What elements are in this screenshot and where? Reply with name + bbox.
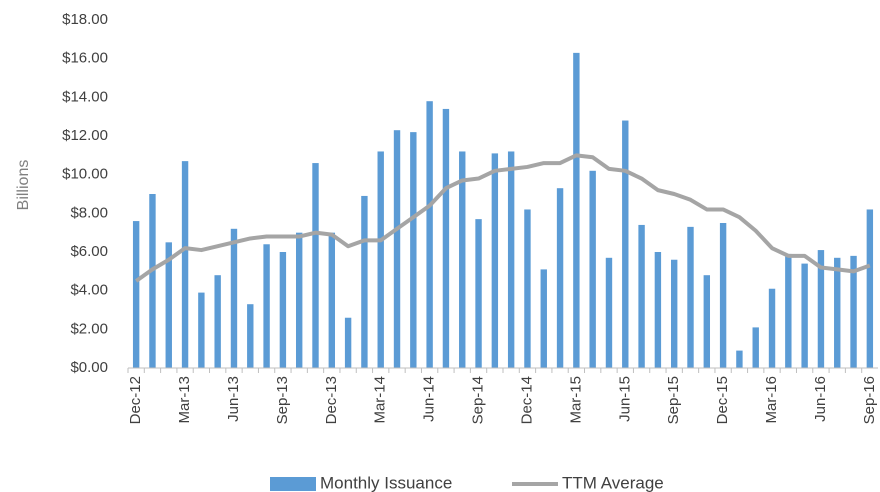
- bar: [817, 250, 825, 368]
- line: [134, 153, 871, 283]
- x-tick-label: Mar-14: [372, 376, 389, 424]
- legend-swatch: [270, 477, 316, 491]
- bar: [540, 269, 547, 368]
- bar: [638, 224, 645, 368]
- bar: [410, 132, 417, 368]
- bar: [556, 188, 564, 368]
- bar: [279, 252, 287, 368]
- bar: [165, 242, 172, 368]
- bar: [768, 288, 776, 368]
- y-tick-label: $16.00: [62, 50, 108, 67]
- bar: [198, 292, 205, 368]
- bar: [752, 327, 759, 368]
- bar: [785, 253, 792, 368]
- bar: [703, 275, 711, 368]
- x-tick-label: Sep-16: [861, 376, 878, 424]
- bar: [801, 263, 808, 368]
- x-tick-label: Dec-15: [714, 376, 731, 424]
- x-tick-label: Dec-12: [127, 376, 144, 424]
- x-tick-label: Mar-13: [176, 376, 193, 424]
- bar: [719, 223, 727, 368]
- x-tick-label: Jun-14: [421, 376, 438, 422]
- bar: [573, 52, 580, 368]
- bar: [312, 163, 319, 368]
- x-tick-label: Jun-13: [225, 376, 242, 422]
- bar: [491, 153, 499, 368]
- y-axis-label: Billions: [15, 160, 32, 211]
- bar: [230, 228, 238, 368]
- bar: [834, 257, 841, 368]
- y-tick-label: $2.00: [70, 320, 108, 337]
- x-tick-label: Jun-16: [812, 376, 829, 422]
- x-tick-label: Sep-14: [470, 376, 487, 424]
- bar: [263, 244, 270, 368]
- x-tick-label: Mar-16: [763, 376, 780, 424]
- bar: [247, 304, 254, 368]
- bar: [459, 151, 466, 368]
- bar: [507, 151, 515, 368]
- y-tick-label: $10.00: [62, 166, 108, 183]
- bar: [442, 108, 450, 368]
- legend-label: TTM Average: [562, 473, 664, 492]
- legend-label: Monthly Issuance: [320, 473, 452, 492]
- x-tick-label: Dec-13: [323, 376, 340, 424]
- x-tick-label: Sep-13: [274, 376, 291, 424]
- y-tick-label: $14.00: [62, 88, 108, 105]
- y-tick-label: $18.00: [62, 11, 108, 28]
- x-tick-label: Jun-15: [616, 376, 633, 422]
- bar: [214, 275, 221, 368]
- bar: [344, 317, 352, 368]
- bar: [132, 221, 140, 368]
- bar: [295, 232, 303, 368]
- bar: [622, 120, 629, 369]
- y-tick-label: $6.00: [70, 243, 108, 260]
- bar: [687, 226, 694, 368]
- bar: [149, 194, 156, 368]
- bar: [426, 101, 433, 368]
- bar: [393, 130, 401, 368]
- bar: [589, 170, 596, 368]
- bar: [181, 161, 189, 368]
- y-tick-label: $4.00: [70, 282, 108, 299]
- x-tick-label: Mar-15: [567, 376, 584, 424]
- y-tick-label: $12.00: [62, 127, 108, 144]
- y-tick-label: $0.00: [70, 359, 108, 376]
- y-tick-label: $8.00: [70, 204, 108, 221]
- bar: [361, 195, 368, 368]
- bar: [670, 259, 678, 368]
- bar: [605, 257, 613, 368]
- bar: [850, 255, 857, 368]
- x-tick-label: Dec-14: [518, 376, 535, 424]
- bar: [654, 252, 662, 368]
- bar: [377, 151, 384, 368]
- bar: [524, 209, 531, 368]
- bar: [736, 350, 743, 368]
- bar: [866, 209, 874, 368]
- bar: [475, 219, 482, 368]
- x-tick-label: Sep-15: [665, 376, 682, 424]
- bar: [328, 232, 336, 368]
